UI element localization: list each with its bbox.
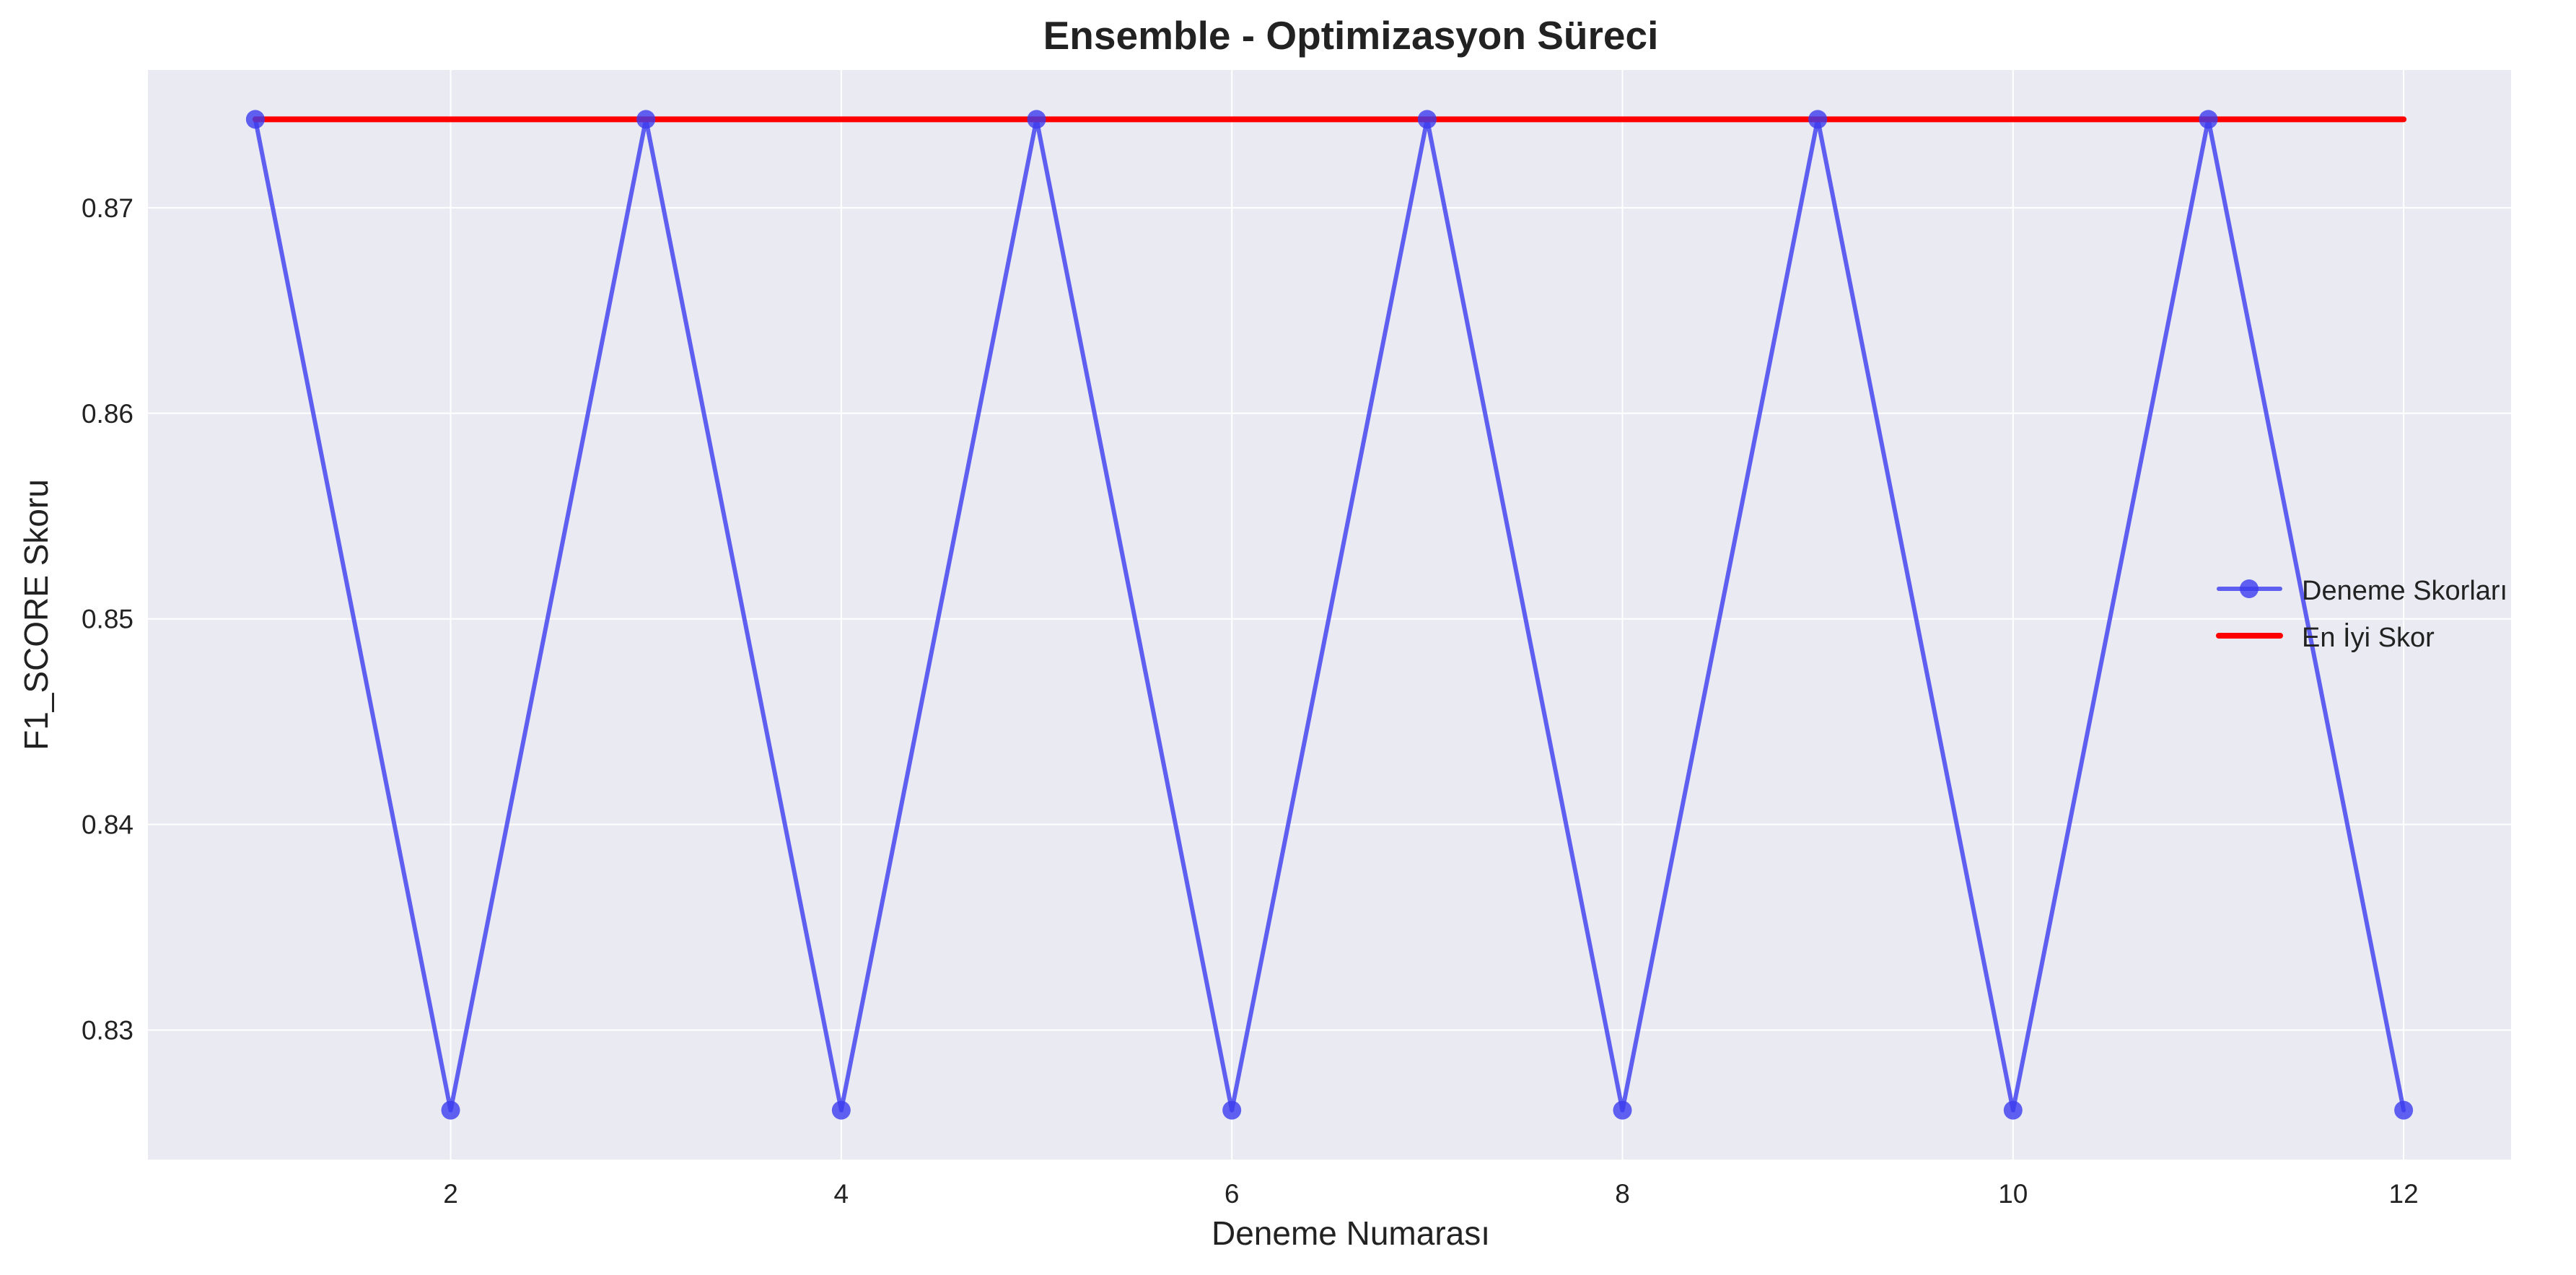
series-line-deneme-skorlari — [253, 117, 2406, 1113]
legend-marker-deneme-skorlari — [2240, 579, 2259, 598]
x-tick-label: 10 — [1998, 1179, 2028, 1209]
y-tick-label: 0.87 — [82, 193, 133, 223]
x-tick-label: 12 — [2389, 1179, 2419, 1209]
data-point — [1613, 1100, 1632, 1120]
legend: Deneme Skorları En İyi Skor — [2216, 576, 2507, 653]
data-point — [441, 1100, 460, 1120]
y-axis-label: F1_SCORE Skoru — [17, 479, 55, 750]
data-point — [1808, 110, 1828, 129]
y-tick-label: 0.84 — [82, 810, 133, 840]
x-tick-label: 8 — [1615, 1179, 1630, 1209]
data-point — [831, 1100, 851, 1120]
data-point — [245, 110, 265, 129]
series-layer — [245, 110, 2414, 1120]
y-tick-label: 0.83 — [82, 1016, 133, 1046]
data-point — [1417, 110, 1437, 129]
data-point — [2199, 110, 2218, 129]
chart-title: Ensemble - Optimizasyon Süreci — [1043, 13, 1659, 58]
x-tick-label: 2 — [443, 1179, 458, 1209]
data-point — [2003, 1100, 2023, 1120]
legend-label-deneme-skorlari: Deneme Skorları — [2302, 576, 2507, 606]
data-point — [1222, 1100, 1242, 1120]
data-point — [2394, 1100, 2414, 1120]
x-axis-label: Deneme Numarası — [1212, 1214, 1490, 1252]
y-tick-label: 0.85 — [82, 605, 133, 634]
y-tick-label: 0.86 — [82, 399, 133, 429]
legend-label-en-iyi-skor: En İyi Skor — [2302, 622, 2435, 653]
ticks: 0.83 0.84 0.85 0.86 0.87 2 4 6 8 10 12 — [82, 193, 2419, 1209]
x-tick-label: 4 — [834, 1179, 849, 1209]
data-point — [636, 110, 656, 129]
data-point — [1027, 110, 1046, 129]
x-tick-label: 6 — [1225, 1179, 1240, 1209]
